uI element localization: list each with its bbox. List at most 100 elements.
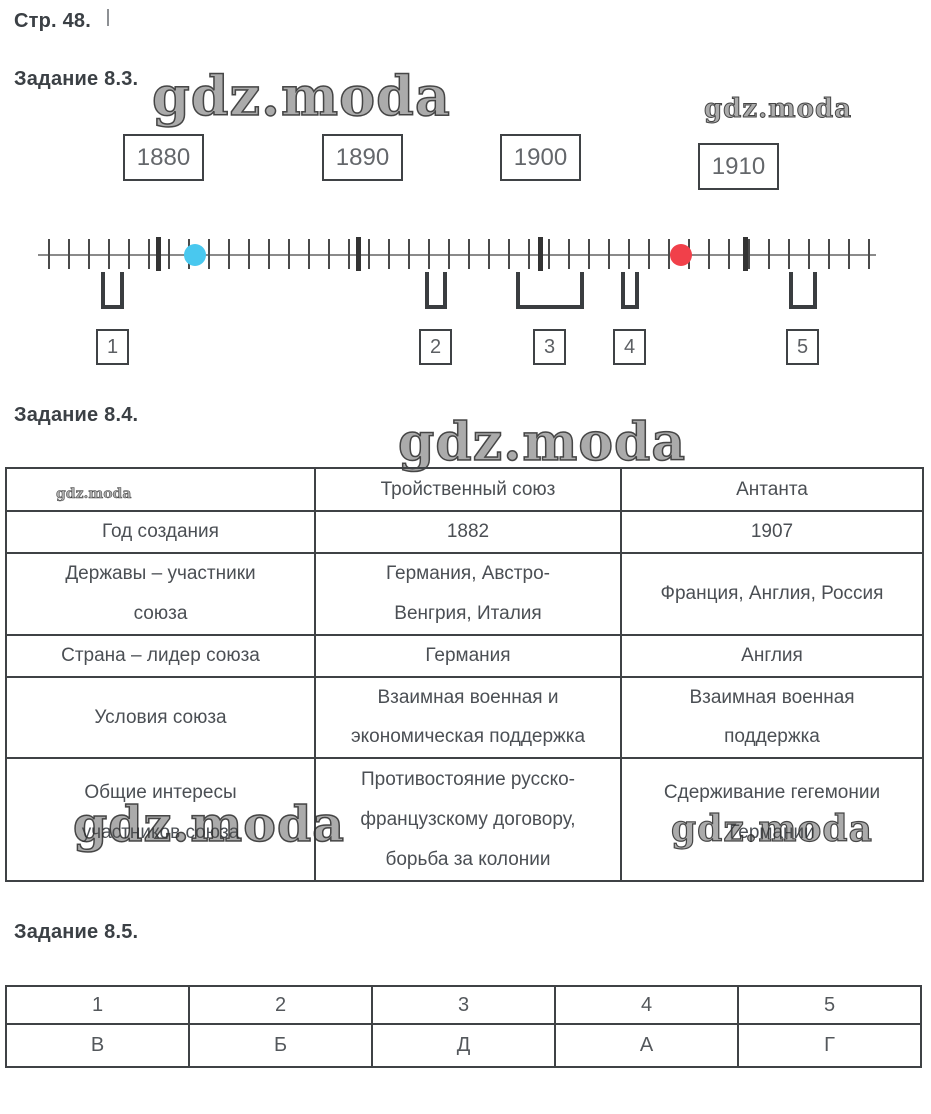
- period-bracket-1: [101, 272, 124, 309]
- col-header-triple-alliance: Тройственный союз: [314, 467, 622, 512]
- answers-header-row: 1 2 3 4 5: [5, 985, 922, 1025]
- timeline-tick: [768, 239, 770, 269]
- triple-alliance-cell: Противостояние русско- французскому дого…: [314, 757, 622, 883]
- task-8-4-heading: Задание 8.4.: [14, 404, 139, 426]
- timeline-diagram: 1880 1890 1900 1910 1 2 3 4 5: [0, 0, 931, 380]
- timeline-tick: [308, 239, 310, 269]
- timeline-axis: [38, 254, 876, 256]
- watermark-gdz-moda: gdz.moda: [151, 63, 451, 129]
- timeline-tick: [468, 239, 470, 269]
- page-title: Стр. 48.: [14, 10, 91, 32]
- timeline-tick: [508, 239, 510, 269]
- timeline-tick: [208, 239, 210, 269]
- timeline-tick: [648, 239, 650, 269]
- task-8-3-heading: Задание 8.3.: [14, 68, 139, 90]
- timeline-tick: [328, 239, 330, 269]
- timeline-tick: [788, 239, 790, 269]
- timeline-tick: [288, 239, 290, 269]
- answer-number: 4: [554, 985, 739, 1025]
- timeline-tick: [748, 239, 750, 269]
- answer-letter: А: [554, 1023, 739, 1068]
- answer-letter: В: [5, 1023, 190, 1068]
- table-row: Страна – лидер союза Германия Англия: [5, 633, 924, 678]
- timeline-tick: [88, 239, 90, 269]
- timeline-tick: [348, 239, 350, 269]
- timeline-tick: [828, 239, 830, 269]
- alliances-table: Тройственный союз Антанта Год создания 1…: [5, 467, 924, 883]
- decade-tick: [156, 237, 161, 271]
- table-row: Общие интересы участников союза Противос…: [5, 757, 924, 883]
- table-row: Державы – участники союза Германия, Авст…: [5, 551, 924, 636]
- timeline-tick: [628, 239, 630, 269]
- timeline-tick: [228, 239, 230, 269]
- timeline-tick: [608, 239, 610, 269]
- period-bracket-2: [425, 272, 447, 309]
- timeline-tick: [488, 239, 490, 269]
- answers-table: 1 2 3 4 5 В Б Д А Г: [5, 985, 922, 1068]
- entente-cell: Англия: [620, 633, 924, 678]
- watermark-gdz-moda: gdz.moda: [72, 794, 345, 854]
- triple-alliance-cell: Взаимная военная и экономическая поддерж…: [314, 675, 622, 760]
- timeline-tick: [668, 239, 670, 269]
- answer-number: 2: [188, 985, 373, 1025]
- timeline-tick: [368, 239, 370, 269]
- timeline-tick: [448, 239, 450, 269]
- period-bracket-4: [621, 272, 639, 309]
- table-row: Условия союза Взаимная военная и экономи…: [5, 675, 924, 760]
- timeline-tick: [848, 239, 850, 269]
- triple-alliance-cell: 1882: [314, 510, 622, 554]
- period-number-3: 3: [533, 329, 566, 365]
- timeline-tick: [108, 239, 110, 269]
- timeline-tick: [708, 239, 710, 269]
- watermark-gdz-moda: gdz.moda: [703, 94, 853, 125]
- cursor-artifact: [107, 9, 109, 26]
- timeline-tick: [68, 239, 70, 269]
- timeline-tick: [388, 239, 390, 269]
- timeline-tick: [428, 239, 430, 269]
- watermark-gdz-moda: gdz.moda: [397, 411, 687, 474]
- timeline-tick: [148, 239, 150, 269]
- timeline-tick: [728, 239, 730, 269]
- timeline-tick: [408, 239, 410, 269]
- decade-tick: [356, 237, 361, 271]
- row-label-cell: Год создания: [5, 510, 316, 554]
- period-number-2: 2: [419, 329, 452, 365]
- answer-letter: Г: [737, 1023, 922, 1068]
- row-label-cell: Общие интересы участников союза: [5, 757, 316, 883]
- task-8-5-heading: Задание 8.5.: [14, 921, 139, 943]
- decade-tick: [743, 237, 748, 271]
- row-label-cell: Страна – лидер союза: [5, 633, 316, 678]
- table-header-row: Тройственный союз Антанта: [5, 467, 924, 512]
- timeline-tick: [248, 239, 250, 269]
- year-box-1890: 1890: [322, 134, 403, 181]
- answer-number: 5: [737, 985, 922, 1025]
- year-box-1900: 1900: [500, 134, 581, 181]
- period-bracket-5: [789, 272, 817, 309]
- answer-number: 1: [5, 985, 190, 1025]
- timeline-tick: [128, 239, 130, 269]
- timeline-tick: [268, 239, 270, 269]
- row-label-cell: Условия союза: [5, 675, 316, 760]
- timeline-tick: [528, 239, 530, 269]
- entente-cell: Франция, Англия, Россия: [620, 551, 924, 636]
- entente-cell: Взаимная военная поддержка: [620, 675, 924, 760]
- decade-tick: [538, 237, 543, 271]
- timeline-tick: [868, 239, 870, 269]
- timeline-tick: [168, 239, 170, 269]
- answer-number: 3: [371, 985, 556, 1025]
- timeline-tick: [568, 239, 570, 269]
- year-box-1910: 1910: [698, 143, 779, 190]
- blue-event-dot: [184, 244, 206, 266]
- timeline-tick: [808, 239, 810, 269]
- answer-letter: Д: [371, 1023, 556, 1068]
- corner-cell: [5, 467, 316, 512]
- period-number-5: 5: [786, 329, 819, 365]
- period-number-1: 1: [96, 329, 129, 365]
- row-label-cell: Державы – участники союза: [5, 551, 316, 636]
- answer-letter: Б: [188, 1023, 373, 1068]
- period-bracket-3: [516, 272, 584, 309]
- triple-alliance-cell: Германия: [314, 633, 622, 678]
- red-event-dot: [670, 244, 692, 266]
- col-header-entente: Антанта: [620, 467, 924, 512]
